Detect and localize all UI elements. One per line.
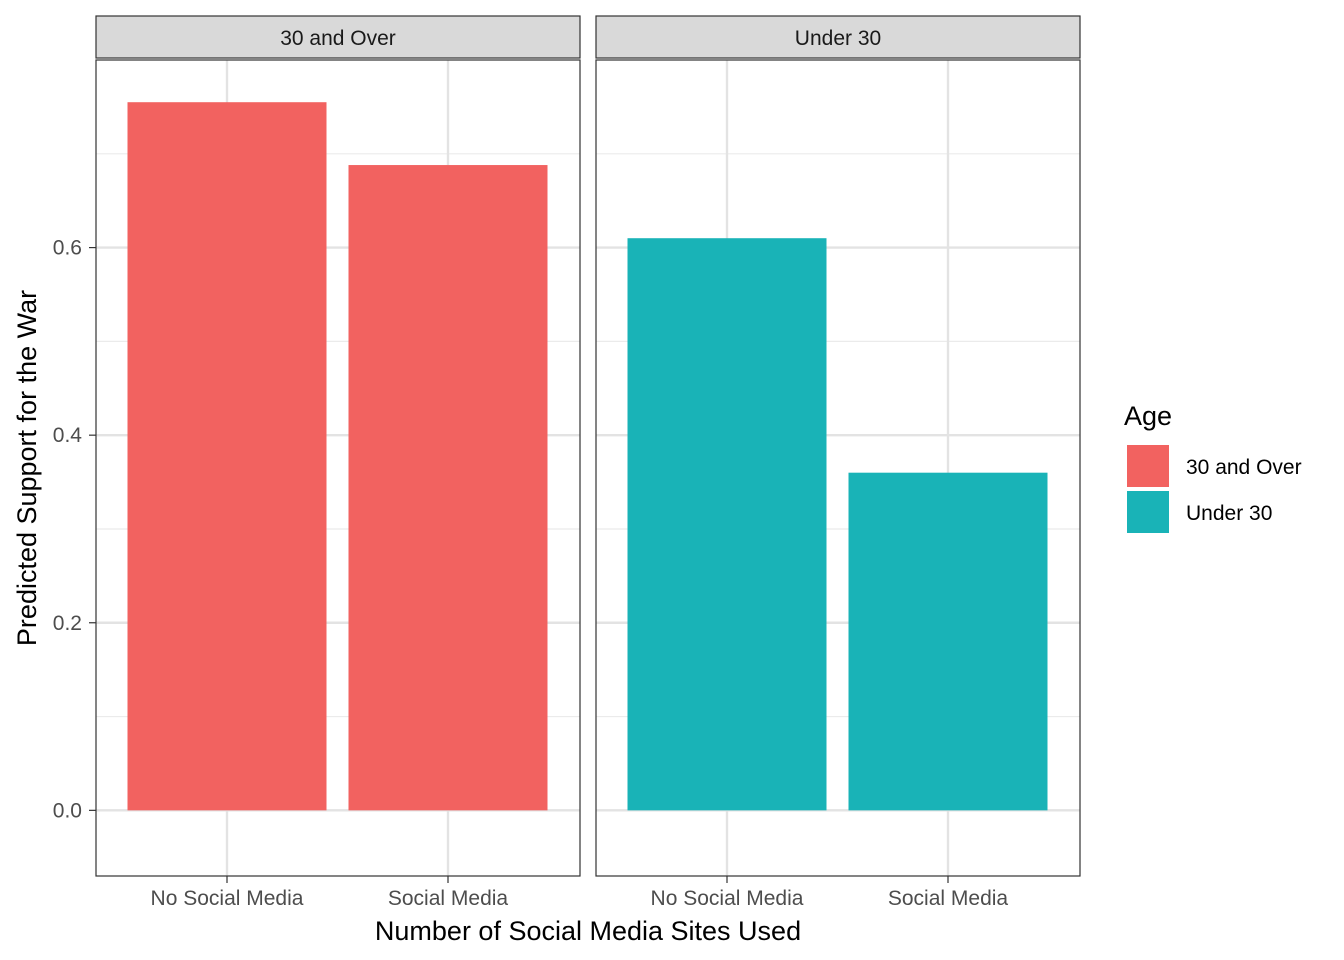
legend-key-under-30: [1127, 491, 1169, 533]
bar-social-media: [348, 165, 548, 811]
y-tick-label: 0.0: [53, 799, 82, 822]
y-tick-label: 0.6: [53, 237, 82, 260]
y-tick-label: 0.2: [53, 612, 82, 635]
y-axis-title: Predicted Support for the War: [12, 290, 42, 646]
bars-under-30: [627, 238, 1048, 811]
x-ticks-30-and-over: [226, 876, 449, 883]
bar-social-media: [848, 472, 1048, 811]
legend-title: Age: [1124, 401, 1172, 431]
y-tick-label: 0.4: [53, 424, 83, 447]
x-ticks-under-30: [726, 876, 949, 883]
panel-under-30: Under 30 No Social Media Social Media: [595, 15, 1081, 910]
facet-strip-label-under-30: Under 30: [795, 27, 881, 50]
bar-no-social-media: [127, 102, 327, 811]
legend: Age 30 and Over Under 30: [1124, 401, 1302, 533]
facet-strip-under-30: [595, 15, 1081, 59]
x-axis-title: Number of Social Media Sites Used: [375, 916, 801, 946]
facet-strip-30-and-over: [95, 15, 581, 59]
bar-no-social-media: [627, 238, 827, 811]
legend-label-30-and-over: 30 and Over: [1186, 456, 1302, 479]
panel-border-30-and-over: [95, 59, 581, 877]
facet-strip-label-30-and-over: 30 and Over: [280, 27, 396, 50]
x-tick-label-social-media-30-and-over: Social Media: [388, 887, 509, 910]
bars-30-and-over: [127, 102, 548, 811]
legend-key-30-and-over: [1127, 445, 1169, 487]
x-tick-label-social-media-under-30: Social Media: [888, 887, 1009, 910]
panel-30-and-over: 30 and Over No Social Media Social Media: [95, 15, 581, 910]
y-axis: 0.0 0.2 0.4 0.6: [53, 237, 96, 822]
x-tick-label-no-social-media-30-and-over: No Social Media: [151, 887, 304, 910]
panel-border-under-30: [595, 59, 1081, 877]
x-tick-label-no-social-media-under-30: No Social Media: [651, 887, 804, 910]
legend-label-under-30: Under 30: [1186, 502, 1272, 525]
